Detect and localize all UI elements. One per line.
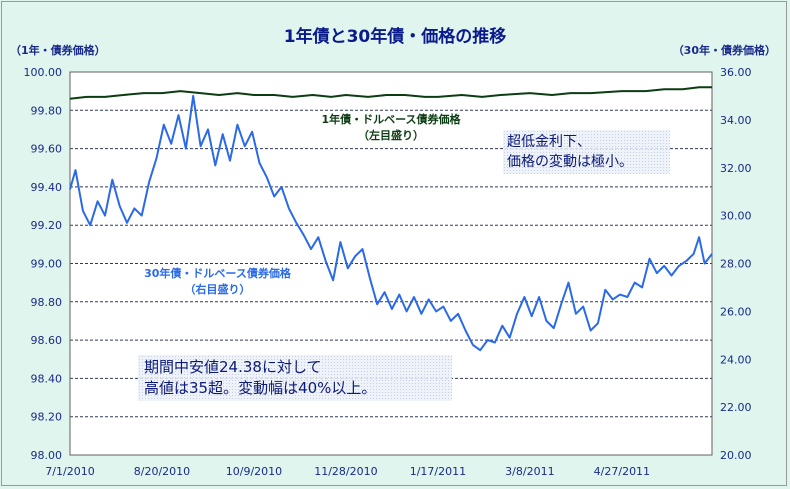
- x-tick-label: 7/1/2010: [45, 465, 94, 478]
- x-tick-label: 8/20/2010: [134, 465, 190, 478]
- left-tick-label: 98.80: [31, 296, 63, 309]
- one-year-series-name: 1年債・ドルベース債券価格: [321, 113, 461, 126]
- x-tick-label: 11/28/2010: [314, 465, 377, 478]
- left-tick-label: 100.00: [24, 66, 63, 79]
- left-tick-label: 98.40: [31, 372, 63, 385]
- one-year-series-line: [69, 86, 712, 100]
- left-tick-label: 99.40: [31, 181, 63, 194]
- thirty-year-series-name: 30年債・ドルベース債券価格: [144, 267, 291, 280]
- x-tick-label: 3/8/2011: [505, 465, 554, 478]
- annotation-range-line-1: 期間中安値24.38に対して: [144, 358, 322, 376]
- annotation-low-rate-line-2: 価格の変動は極小。: [507, 154, 633, 170]
- left-tick-label: 98.20: [31, 411, 63, 424]
- right-tick-label: 26.00: [720, 305, 752, 318]
- thirty-year-axis-hint: （右目盛り）: [184, 283, 251, 296]
- right-tick-label: 28.00: [720, 258, 752, 271]
- left-tick-label: 99.00: [31, 258, 63, 271]
- x-tick-label: 4/27/2011: [594, 465, 650, 478]
- left-tick-label: 99.20: [31, 219, 63, 232]
- annotation-low-rate-line-1: 超低金利下、: [507, 134, 591, 150]
- x-tick-label: 1/17/2011: [410, 465, 466, 478]
- thirty-year-series-line: [69, 94, 713, 352]
- chart-title: 1年債と30年債・価格の推移: [283, 27, 507, 47]
- right-tick-label: 36.00: [720, 66, 752, 79]
- left-tick-label: 98.60: [31, 334, 63, 347]
- one-year-series-label: 1年債・ドルベース債券価格 （左目盛り）: [296, 112, 486, 144]
- right-axis-unit: （30年・債券価格）: [672, 44, 776, 57]
- left-tick-label: 99.80: [31, 104, 63, 117]
- annotation-range: 期間中安値24.38に対して 高値は35超。変動幅は40%以上。: [138, 355, 452, 401]
- thirty-year-series-label: 30年債・ドルベース債券価格 （右目盛り）: [120, 266, 315, 298]
- right-tick-label: 24.00: [720, 353, 752, 366]
- right-tick-label: 32.00: [720, 162, 752, 175]
- annotation-range-line-2: 高値は35超。変動幅は40%以上。: [144, 379, 377, 397]
- left-tick-label: 98.00: [31, 449, 63, 462]
- plot-border: [69, 71, 713, 456]
- one-year-axis-hint: （左目盛り）: [358, 129, 424, 142]
- right-tick-label: 20.00: [720, 449, 752, 462]
- right-tick-label: 22.00: [720, 401, 752, 414]
- annotation-low-rate: 超低金利下、 価格の変動は極小。: [503, 130, 670, 174]
- right-tick-label: 34.00: [720, 114, 752, 127]
- left-axis-unit: （1年・債券価格）: [10, 44, 106, 57]
- x-tick-label: 10/9/2010: [226, 465, 282, 478]
- left-tick-label: 99.60: [31, 143, 63, 156]
- right-tick-label: 30.00: [720, 210, 752, 223]
